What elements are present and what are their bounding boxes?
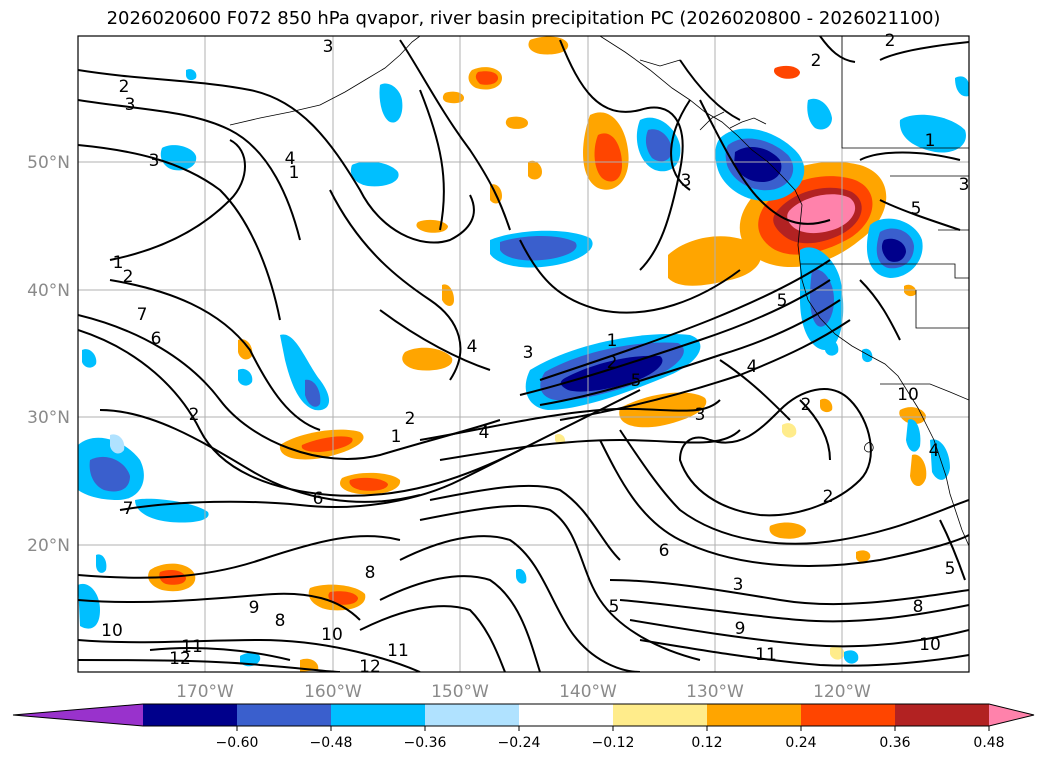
colorbar-tick-label: 0.24 — [785, 735, 816, 751]
qvapor-contours — [78, 36, 969, 672]
lon-label: 120°W — [813, 682, 871, 702]
contour-label: 11 — [387, 641, 409, 661]
lon-label: 170°W — [176, 682, 234, 702]
colorbar-extend-low — [13, 704, 143, 726]
contour-label: 8 — [913, 597, 924, 617]
contour-label: 2 — [119, 77, 130, 97]
contour-label: 9 — [249, 598, 260, 618]
contour-label: 10 — [321, 625, 343, 645]
contour-label: 10 — [919, 635, 941, 655]
contour-label: 2 — [405, 409, 416, 429]
contour-label: 3 — [681, 171, 692, 191]
contour-label: 7 — [123, 499, 134, 519]
contour-label: 6 — [151, 329, 162, 349]
contour-label: 10 — [101, 621, 123, 641]
contour-label: 1 — [289, 163, 300, 183]
contour-label: 2 — [189, 405, 200, 425]
colorbar-tick-label: 0.48 — [973, 735, 1004, 751]
contour-label: 3 — [733, 575, 744, 595]
map-title: 2026020600 F072 850 hPa qvapor, river ba… — [106, 8, 941, 29]
lon-label: 140°W — [559, 682, 617, 702]
colorbar-segment — [237, 704, 332, 726]
colorbar-tick-label: −0.48 — [310, 735, 353, 751]
colorbar-tick-label: 0.36 — [879, 735, 910, 751]
contour-label: 12 — [169, 649, 191, 669]
colorbar-segment — [425, 704, 520, 726]
contour-label: 8 — [365, 563, 376, 583]
colorbar-tick-label: 0.12 — [691, 735, 722, 751]
colorbar-segment — [613, 704, 708, 726]
contour-label: 2 — [885, 31, 896, 51]
lat-label: 50°N — [27, 153, 70, 173]
negative-anomalies — [78, 69, 969, 667]
colorbar: −0.60 −0.48 −0.36 −0.24 −0.12 0.12 0.24 0.36 0.4… — [12, 703, 1035, 751]
contour-label: 4 — [467, 337, 478, 357]
contour-label: 5 — [911, 199, 922, 219]
contour-label: 12 — [359, 657, 381, 677]
contour-label: 1 — [391, 427, 402, 447]
coastlines — [229, 36, 969, 547]
contour-label: 2 — [607, 353, 618, 373]
contour-label: 7 — [137, 305, 148, 325]
contour-label: 6 — [659, 541, 670, 561]
lon-label: 160°W — [304, 682, 362, 702]
contour-label: 1 — [607, 331, 618, 351]
contour-label: 3 — [523, 343, 534, 363]
contour-label: 11 — [181, 637, 203, 657]
colorbar-segment — [143, 704, 238, 726]
contour-label: 3 — [149, 151, 160, 171]
contour-label: 5 — [777, 291, 788, 311]
contour-label: 4 — [747, 357, 758, 377]
colorbar-tick-label: −0.36 — [404, 735, 447, 751]
contour-label: 4 — [929, 441, 940, 461]
contour-label: 5 — [945, 559, 956, 579]
contour-label: 10 — [897, 385, 919, 405]
contour-label: 4 — [479, 423, 490, 443]
colorbar-segment — [331, 704, 426, 726]
positive-anomalies — [148, 36, 927, 672]
contour-label: 4 — [285, 149, 296, 169]
colorbar-segment — [519, 704, 614, 726]
colorbar-extend-high — [989, 704, 1034, 726]
contour-label: 3 — [959, 175, 970, 195]
lon-label: 130°W — [686, 682, 744, 702]
contour-label: 5 — [609, 597, 620, 617]
contour-label: 2 — [811, 51, 822, 71]
contour-label: 2 — [123, 267, 134, 287]
longitude-labels: 170°W 160°W 150°W 140°W 130°W 120°W — [176, 682, 871, 702]
contour-label: 1 — [925, 131, 936, 151]
contour-label: 8 — [275, 611, 286, 631]
colorbar-segment — [801, 704, 896, 726]
lat-label: 30°N — [27, 408, 70, 428]
colorbar-tick-label: −0.12 — [592, 735, 635, 751]
contour-label: 9 — [735, 619, 746, 639]
colorbar-outline — [12, 703, 1035, 727]
precip-shading — [78, 36, 969, 672]
colorbar-tick-label: −0.60 — [216, 735, 259, 751]
contour-label: 2 — [823, 487, 834, 507]
contour-label: 3 — [695, 405, 706, 425]
colorbar-tick-label: −0.24 — [498, 735, 541, 751]
lat-label: 20°N — [27, 536, 70, 556]
map-frame — [77, 35, 970, 673]
lat-label: 40°N — [27, 281, 70, 301]
contour-label: 5 — [631, 371, 642, 391]
contour-label: 2 — [801, 395, 812, 415]
contour-label: 1 — [113, 253, 124, 273]
contour-label: 6 — [313, 489, 324, 509]
colorbar-segment — [707, 704, 802, 726]
latitude-labels: 50°N 40°N 30°N 20°N — [27, 153, 70, 556]
contour-label: 3 — [125, 95, 136, 115]
contour-label: 3 — [323, 37, 334, 57]
lon-label: 150°W — [431, 682, 489, 702]
colorbar-segment — [895, 704, 990, 726]
contour-label: 11 — [755, 645, 777, 665]
